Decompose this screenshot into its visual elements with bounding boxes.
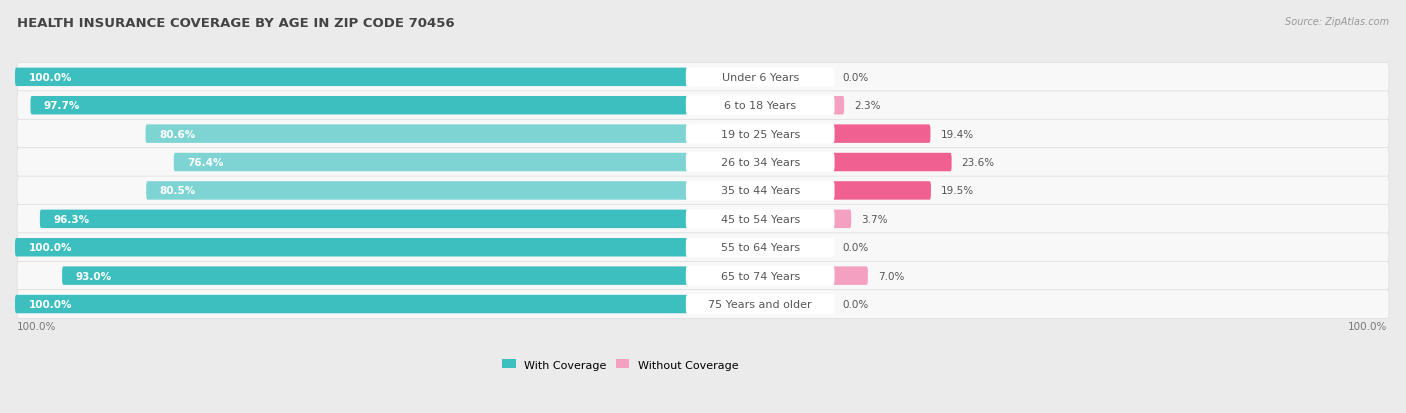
Text: 100.0%: 100.0% bbox=[28, 299, 72, 309]
FancyBboxPatch shape bbox=[686, 125, 835, 144]
Text: 7.0%: 7.0% bbox=[877, 271, 904, 281]
Text: 2.3%: 2.3% bbox=[855, 101, 880, 111]
Text: 96.3%: 96.3% bbox=[53, 214, 90, 224]
FancyBboxPatch shape bbox=[17, 148, 1389, 177]
Text: 23.6%: 23.6% bbox=[962, 158, 995, 168]
FancyBboxPatch shape bbox=[686, 96, 835, 116]
FancyBboxPatch shape bbox=[17, 205, 1389, 234]
FancyBboxPatch shape bbox=[15, 238, 688, 257]
FancyBboxPatch shape bbox=[686, 209, 835, 229]
FancyBboxPatch shape bbox=[832, 267, 868, 285]
Text: 100.0%: 100.0% bbox=[17, 321, 56, 331]
FancyBboxPatch shape bbox=[62, 267, 688, 285]
FancyBboxPatch shape bbox=[832, 97, 844, 115]
FancyBboxPatch shape bbox=[686, 266, 835, 286]
FancyBboxPatch shape bbox=[17, 92, 1389, 120]
Text: 97.7%: 97.7% bbox=[44, 101, 80, 111]
Text: 19.4%: 19.4% bbox=[941, 129, 973, 139]
Text: 35 to 44 Years: 35 to 44 Years bbox=[720, 186, 800, 196]
FancyBboxPatch shape bbox=[17, 262, 1389, 290]
Text: 100.0%: 100.0% bbox=[28, 243, 72, 253]
Text: 93.0%: 93.0% bbox=[76, 271, 111, 281]
FancyBboxPatch shape bbox=[17, 120, 1389, 149]
Legend: With Coverage, Without Coverage: With Coverage, Without Coverage bbox=[498, 355, 742, 374]
Text: 6 to 18 Years: 6 to 18 Years bbox=[724, 101, 796, 111]
Text: 75 Years and older: 75 Years and older bbox=[709, 299, 813, 309]
FancyBboxPatch shape bbox=[17, 290, 1389, 318]
Text: 100.0%: 100.0% bbox=[28, 73, 72, 83]
Text: Under 6 Years: Under 6 Years bbox=[721, 73, 799, 83]
FancyBboxPatch shape bbox=[146, 125, 688, 143]
Text: 55 to 64 Years: 55 to 64 Years bbox=[721, 243, 800, 253]
Text: 45 to 54 Years: 45 to 54 Years bbox=[720, 214, 800, 224]
FancyBboxPatch shape bbox=[39, 210, 688, 228]
Text: 26 to 34 Years: 26 to 34 Years bbox=[720, 158, 800, 168]
FancyBboxPatch shape bbox=[686, 181, 835, 201]
Text: 0.0%: 0.0% bbox=[842, 243, 869, 253]
FancyBboxPatch shape bbox=[31, 97, 688, 115]
Text: HEALTH INSURANCE COVERAGE BY AGE IN ZIP CODE 70456: HEALTH INSURANCE COVERAGE BY AGE IN ZIP … bbox=[17, 17, 454, 29]
FancyBboxPatch shape bbox=[17, 63, 1389, 92]
Text: 0.0%: 0.0% bbox=[842, 299, 869, 309]
Text: 65 to 74 Years: 65 to 74 Years bbox=[720, 271, 800, 281]
Text: 76.4%: 76.4% bbox=[187, 158, 224, 168]
FancyBboxPatch shape bbox=[832, 154, 952, 172]
Text: Source: ZipAtlas.com: Source: ZipAtlas.com bbox=[1285, 17, 1389, 26]
FancyBboxPatch shape bbox=[832, 182, 931, 200]
FancyBboxPatch shape bbox=[686, 153, 835, 172]
Text: 19 to 25 Years: 19 to 25 Years bbox=[720, 129, 800, 139]
Text: 0.0%: 0.0% bbox=[842, 73, 869, 83]
FancyBboxPatch shape bbox=[832, 210, 851, 228]
FancyBboxPatch shape bbox=[15, 295, 688, 313]
Text: 80.6%: 80.6% bbox=[159, 129, 195, 139]
FancyBboxPatch shape bbox=[832, 125, 931, 143]
FancyBboxPatch shape bbox=[686, 238, 835, 257]
Text: 3.7%: 3.7% bbox=[862, 214, 887, 224]
FancyBboxPatch shape bbox=[686, 294, 835, 314]
FancyBboxPatch shape bbox=[17, 233, 1389, 262]
FancyBboxPatch shape bbox=[17, 177, 1389, 205]
Text: 80.5%: 80.5% bbox=[160, 186, 195, 196]
Text: 100.0%: 100.0% bbox=[1348, 321, 1388, 331]
FancyBboxPatch shape bbox=[686, 68, 835, 88]
FancyBboxPatch shape bbox=[146, 182, 688, 200]
Text: 19.5%: 19.5% bbox=[941, 186, 974, 196]
FancyBboxPatch shape bbox=[174, 154, 688, 172]
FancyBboxPatch shape bbox=[15, 69, 688, 87]
